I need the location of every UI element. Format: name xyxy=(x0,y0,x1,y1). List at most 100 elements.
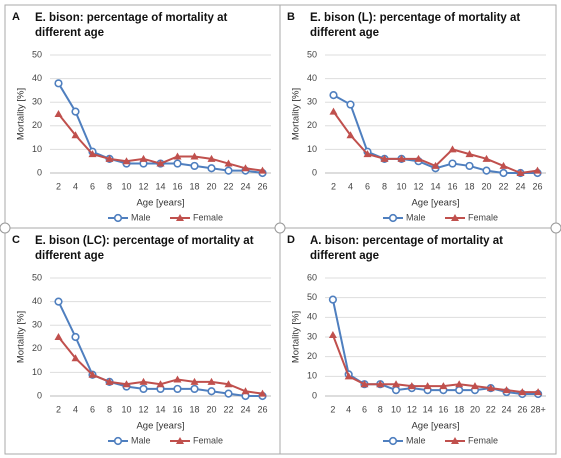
marker xyxy=(173,152,182,160)
marker xyxy=(224,389,233,398)
x-tick-label: 16 xyxy=(172,181,182,191)
marker xyxy=(139,377,148,385)
marker xyxy=(423,382,432,390)
marker xyxy=(486,384,495,392)
y-tick-label: 20 xyxy=(307,120,317,130)
x-tick-label: 18 xyxy=(454,404,464,414)
x-tick-label: 10 xyxy=(121,404,131,414)
series-line xyxy=(331,299,539,396)
x-tick-label: 14 xyxy=(155,404,165,414)
marker xyxy=(190,377,199,385)
corner-handle xyxy=(550,222,561,234)
x-tick-label: 24 xyxy=(502,404,512,414)
marker xyxy=(139,384,148,394)
marker xyxy=(451,437,459,444)
marker xyxy=(258,389,267,397)
x-tick-label: 14 xyxy=(423,404,433,414)
y-tick-label: 60 xyxy=(307,272,317,282)
marker xyxy=(376,380,385,388)
marker xyxy=(499,161,508,169)
x-tick-label: 4 xyxy=(348,181,353,191)
y-tick-label: 20 xyxy=(32,343,42,353)
marker xyxy=(431,161,440,169)
marker xyxy=(54,297,63,306)
marker xyxy=(388,436,398,446)
marker xyxy=(258,166,267,174)
y-tick-label: 50 xyxy=(32,49,42,59)
x-tick-label: 24 xyxy=(240,404,250,414)
legend-label: Male xyxy=(131,212,151,222)
marker xyxy=(439,382,448,390)
chart-title: E. bison (LC): percentage of mortality a… xyxy=(35,235,254,247)
x-tick-label: 4 xyxy=(73,181,78,191)
marker xyxy=(156,380,165,388)
x-tick-label: 26 xyxy=(257,181,267,191)
marker xyxy=(71,332,80,342)
marker xyxy=(224,166,233,175)
x-tick-label: 12 xyxy=(138,181,148,191)
marker xyxy=(534,388,543,396)
legend-label: Female xyxy=(193,212,223,222)
y-tick-label: 10 xyxy=(32,144,42,154)
y-tick-label: 40 xyxy=(32,296,42,306)
y-tick-label: 40 xyxy=(307,312,317,322)
panel-label: A xyxy=(12,11,20,23)
marker xyxy=(482,166,491,175)
y-tick-label: 30 xyxy=(32,320,42,330)
x-tick-label: 14 xyxy=(155,181,165,191)
corner-handle xyxy=(274,222,286,234)
marker xyxy=(207,387,216,396)
marker xyxy=(105,154,114,162)
legend-label: Female xyxy=(193,435,223,445)
marker xyxy=(407,382,416,390)
y-tick-label: 50 xyxy=(32,272,42,282)
x-tick-label: 20 xyxy=(206,404,216,414)
y-tick-label: 20 xyxy=(32,120,42,130)
x-tick-label: 22 xyxy=(223,181,233,191)
x-tick-label: 16 xyxy=(438,404,448,414)
x-tick-label: 22 xyxy=(486,404,496,414)
x-tick-label: 6 xyxy=(90,181,95,191)
x-tick-label: 10 xyxy=(391,404,401,414)
legend-label: Male xyxy=(406,212,426,222)
marker xyxy=(241,387,250,395)
y-axis-label: Mortality [%] xyxy=(16,88,27,140)
y-tick-label: 0 xyxy=(312,390,317,400)
marker xyxy=(328,295,337,304)
x-tick-label: 2 xyxy=(56,404,61,414)
marker xyxy=(363,150,372,158)
marker xyxy=(224,159,233,167)
x-tick-label: 4 xyxy=(346,404,351,414)
marker xyxy=(190,161,199,171)
x-tick-label: 20 xyxy=(470,404,480,414)
x-tick-label: 8 xyxy=(107,404,112,414)
marker xyxy=(88,370,97,378)
x-tick-label: 26 xyxy=(532,181,542,191)
y-tick-label: 50 xyxy=(307,292,317,302)
corner-handle xyxy=(0,222,11,234)
legend-label: Male xyxy=(406,435,426,445)
marker xyxy=(328,331,337,339)
marker xyxy=(88,150,97,158)
marker xyxy=(176,214,184,221)
x-tick-label: 16 xyxy=(172,404,182,414)
marker xyxy=(397,154,406,162)
x-tick-label: 18 xyxy=(189,181,199,191)
x-tick-label: 22 xyxy=(498,181,508,191)
legend-label: Female xyxy=(468,435,498,445)
y-tick-label: 40 xyxy=(307,73,317,83)
y-tick-label: 0 xyxy=(312,167,317,177)
marker xyxy=(113,436,123,446)
y-tick-label: 30 xyxy=(307,97,317,107)
x-axis-label: Age [years] xyxy=(136,198,184,209)
x-tick-label: 12 xyxy=(413,181,423,191)
marker xyxy=(224,380,233,388)
x-axis-label: Age [years] xyxy=(136,421,184,432)
marker xyxy=(451,214,459,221)
marker xyxy=(360,380,369,388)
marker xyxy=(392,380,401,388)
x-tick-label: 16 xyxy=(447,181,457,191)
x-tick-label: 10 xyxy=(396,181,406,191)
y-tick-label: 20 xyxy=(307,351,317,361)
